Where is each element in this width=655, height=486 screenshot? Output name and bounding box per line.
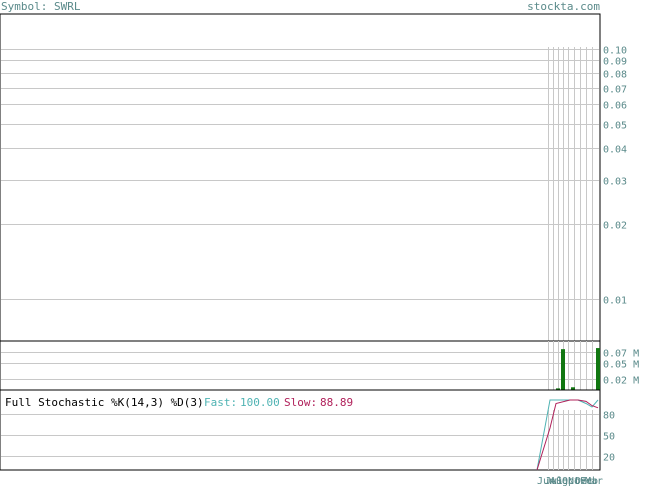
volume-panel-frame — [0, 340, 601, 391]
volume-tick-label: 0.05 M — [603, 360, 639, 371]
price-tick-label: 0.02 — [603, 221, 627, 232]
slow-value: 88.89 — [320, 396, 353, 409]
stochastic-tick-label: 50 — [603, 432, 615, 443]
stochastic-title: Full Stochastic %K(14,3) %D(3) — [5, 396, 204, 409]
volume-tick-label: 0.02 M — [603, 376, 639, 387]
volume-bar — [561, 349, 565, 390]
price-tick-label: 0.10 — [603, 46, 627, 57]
price-tick-label: 0.04 — [603, 145, 627, 156]
stochastic-vertical-grid — [548, 410, 593, 470]
volume-bar — [571, 387, 575, 390]
fast-label: Fast: — [204, 396, 237, 409]
price-tick-label: 0.01 — [603, 296, 627, 307]
volume-bars — [556, 348, 600, 390]
volume-bar — [596, 348, 600, 390]
price-tick-label: 0.05 — [603, 121, 627, 132]
price-vertical-grid — [548, 47, 593, 341]
stochastic-series-line — [536, 399, 599, 471]
stochastic-tick-label: 20 — [603, 453, 615, 464]
x-axis-label: Nov — [568, 476, 586, 486]
volume-tick-label: 0.07 M — [603, 349, 639, 360]
price-grid — [1, 49, 599, 300]
stochastic-lines — [536, 399, 599, 471]
price-tick-label: 0.06 — [603, 101, 627, 112]
volume-bar — [556, 388, 560, 390]
symbol-label: Symbol: SWRL — [1, 0, 81, 13]
site-name: stockta.com — [527, 0, 600, 13]
x-axis-label: Dec — [575, 476, 593, 486]
x-axis-label: Feb — [580, 476, 598, 486]
price-tick-label: 0.07 — [603, 85, 627, 96]
price-panel-frame — [0, 13, 601, 342]
stochastic-axis-labels: 80 50 20 — [603, 411, 615, 464]
fast-value: 100.00 — [240, 396, 280, 409]
volume-axis-labels: 0.07 M0.05 M 0.02 M — [603, 349, 639, 387]
x-axis-label: Aug — [550, 476, 568, 486]
x-axis-label: Sep — [556, 476, 574, 486]
x-axis-label: Jul — [545, 476, 563, 486]
volume-grid — [1, 352, 599, 380]
price-tick-label: 0.03 — [603, 177, 627, 188]
x-axis-label: Jun — [537, 476, 555, 486]
price-tick-label: 0.08 — [603, 70, 627, 81]
x-axis-label: Mar — [585, 476, 603, 486]
stochastic-tick-label: 80 — [603, 411, 615, 422]
stochastic-grid — [1, 414, 599, 457]
price-tick-label: 0.09 — [603, 57, 627, 68]
price-axis-labels: 0.100.09 0.08 0.07 0.06 0.05 0.04 0.03 0.02 0.01 — [603, 46, 627, 307]
slow-label: Slow: — [284, 396, 317, 409]
x-axis-label: Oct — [562, 476, 580, 486]
